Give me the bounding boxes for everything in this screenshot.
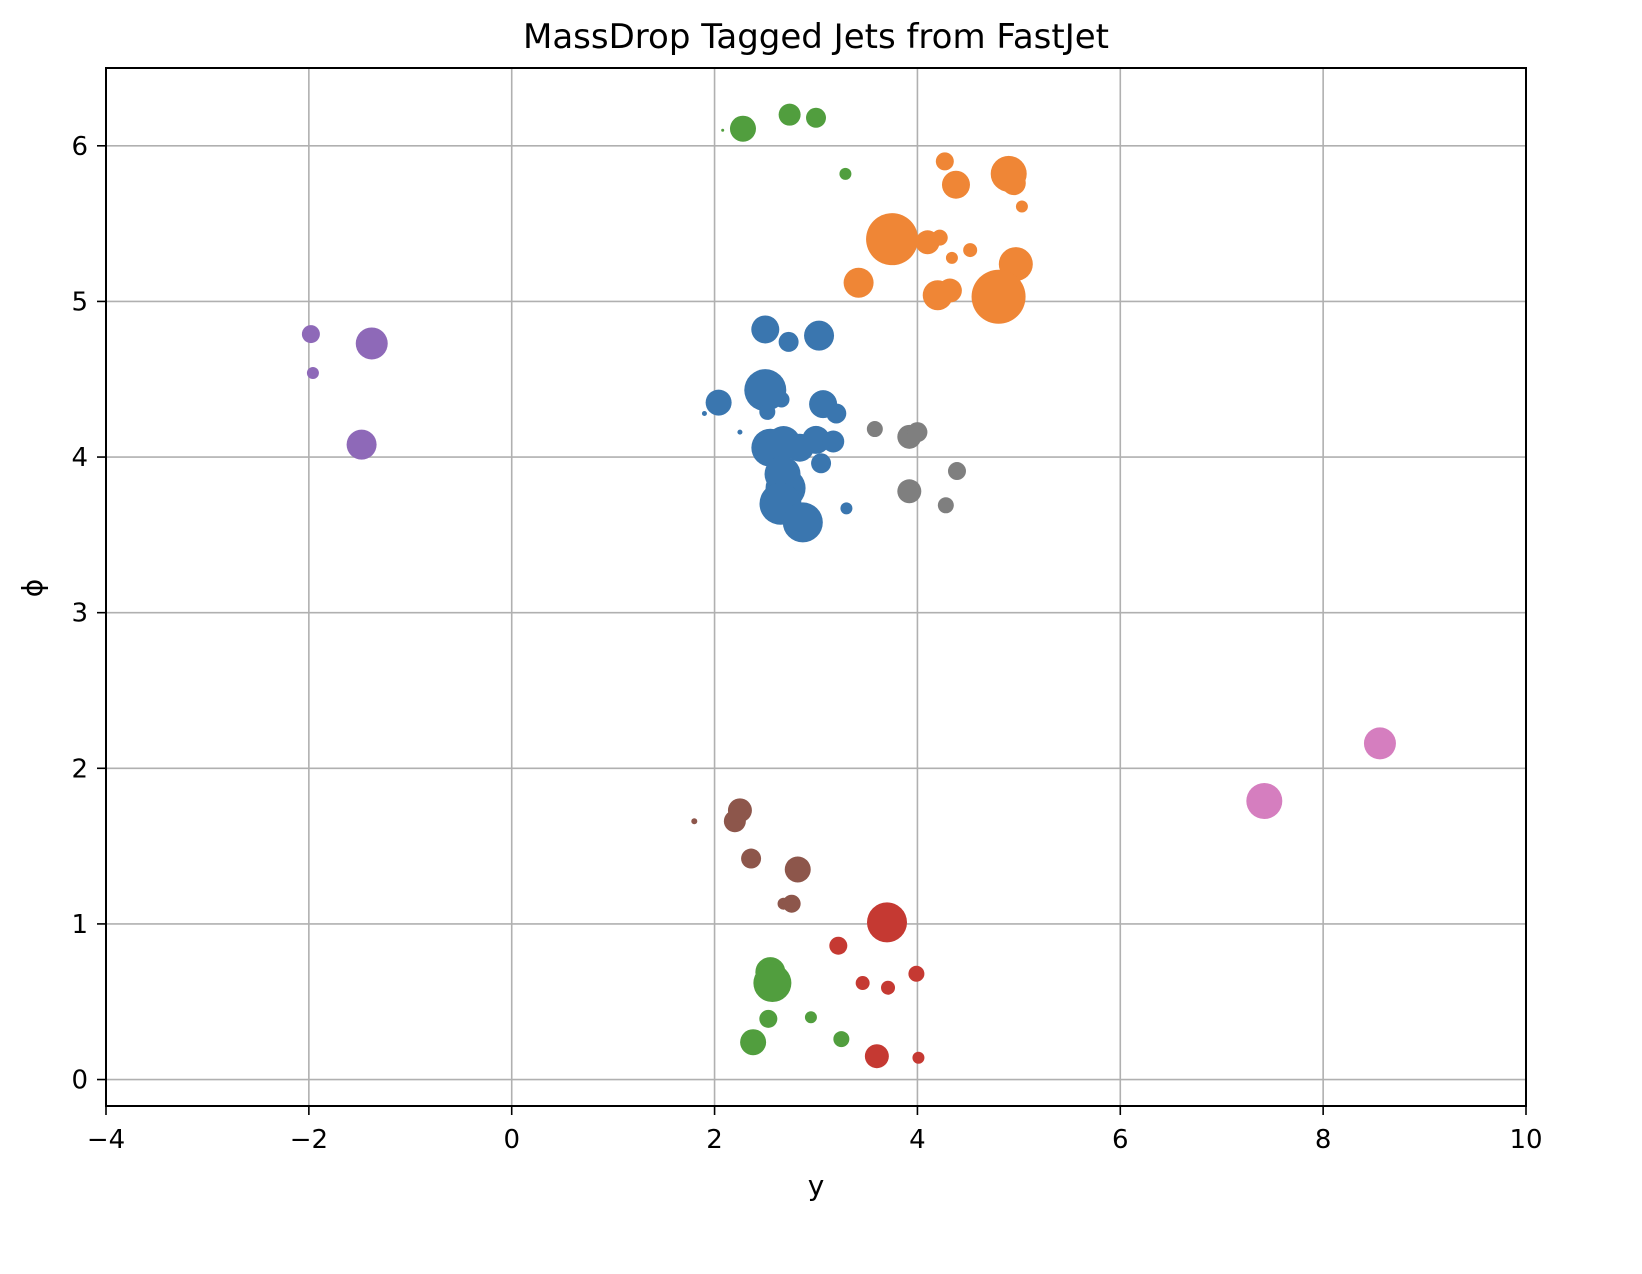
- grid-lines: [105, 68, 1527, 1106]
- data-point: [784, 856, 811, 883]
- data-point: [306, 367, 319, 380]
- scatter-points: [301, 103, 1396, 1069]
- data-point: [759, 1009, 778, 1028]
- data-point: [782, 502, 823, 543]
- x-axis-label: y: [808, 1169, 825, 1202]
- data-point: [740, 1029, 767, 1056]
- x-tick-label: 2: [706, 1125, 723, 1155]
- y-tick-label: 3: [71, 599, 88, 629]
- data-point: [806, 107, 826, 128]
- data-point: [701, 410, 707, 416]
- data-point: [912, 1051, 925, 1064]
- data-point: [826, 403, 847, 424]
- data-point: [759, 403, 776, 420]
- y-tick-label: 1: [71, 910, 88, 940]
- data-point: [741, 848, 762, 869]
- data-point: [729, 115, 756, 142]
- data-point: [346, 429, 377, 460]
- data-point: [804, 1011, 817, 1024]
- x-tick-label: −2: [290, 1125, 328, 1155]
- data-point: [1015, 200, 1028, 213]
- data-point: [937, 497, 954, 514]
- data-point: [937, 278, 962, 303]
- data-point: [897, 479, 922, 504]
- x-tick-label: 10: [1509, 1125, 1542, 1155]
- y-axis-label: ϕ: [16, 579, 49, 597]
- data-point: [833, 1031, 850, 1048]
- data-point: [866, 421, 883, 438]
- x-tick-label: −4: [87, 1125, 125, 1155]
- x-tick-label: 6: [1112, 1125, 1129, 1155]
- data-point: [811, 453, 832, 474]
- x-tick-label: 8: [1315, 1125, 1332, 1155]
- plot-area-frame: [105, 67, 1527, 1107]
- y-tick-label: 2: [71, 754, 88, 784]
- y-tick-label: 0: [71, 1066, 88, 1096]
- data-point: [355, 327, 388, 360]
- data-point: [945, 251, 958, 264]
- data-point: [778, 103, 801, 126]
- data-point: [881, 980, 896, 995]
- axis-ticks: −4 −2 0 2 4 6 8 10 0 1 2 3 4 5 6: [71, 132, 1542, 1155]
- data-point: [941, 170, 970, 199]
- data-point: [1001, 171, 1026, 196]
- chart-title: MassDrop Tagged Jets from FastJet: [523, 17, 1109, 57]
- data-point: [804, 320, 835, 351]
- data-point: [907, 422, 928, 443]
- data-point: [705, 389, 732, 416]
- data-point: [1363, 727, 1396, 760]
- data-point: [751, 315, 780, 344]
- data-point: [691, 818, 698, 825]
- data-point: [782, 894, 801, 913]
- data-point: [829, 936, 848, 955]
- data-point: [931, 229, 948, 246]
- data-point: [802, 425, 830, 454]
- data-point: [737, 429, 743, 435]
- data-point: [866, 213, 919, 266]
- data-point: [963, 243, 978, 258]
- data-point: [727, 798, 752, 823]
- data-point: [855, 976, 870, 991]
- data-point: [839, 167, 852, 180]
- data-point: [721, 128, 725, 132]
- x-tick-label: 4: [909, 1125, 926, 1155]
- data-point: [822, 430, 845, 453]
- data-point: [947, 462, 966, 481]
- y-tick-label: 6: [71, 132, 88, 162]
- data-point: [864, 1044, 889, 1069]
- data-point: [773, 391, 790, 408]
- data-point: [1246, 782, 1283, 819]
- y-tick-label: 4: [71, 443, 88, 473]
- data-point: [867, 902, 907, 943]
- y-tick-label: 5: [71, 287, 88, 317]
- data-point: [935, 152, 954, 171]
- data-point: [301, 325, 320, 344]
- x-tick-label: 0: [503, 1125, 520, 1155]
- data-point: [971, 269, 1026, 324]
- data-point: [840, 502, 853, 515]
- data-point: [843, 267, 874, 298]
- data-point: [778, 331, 799, 352]
- data-point: [753, 964, 792, 1003]
- data-point: [908, 965, 925, 982]
